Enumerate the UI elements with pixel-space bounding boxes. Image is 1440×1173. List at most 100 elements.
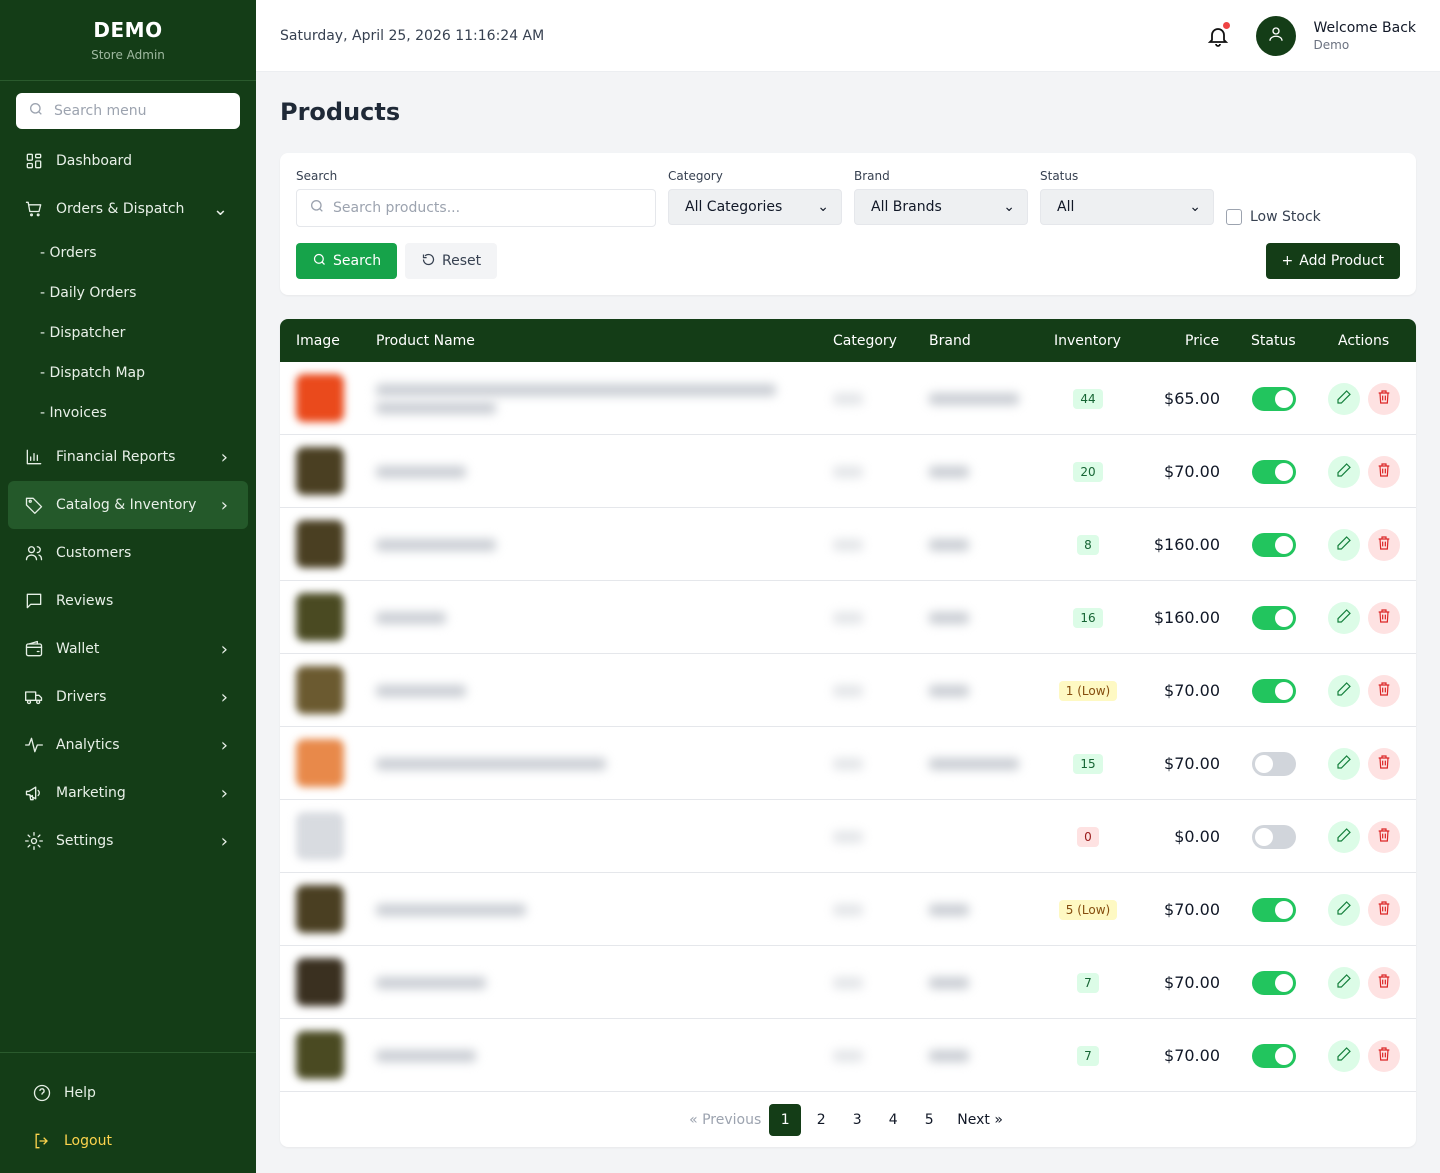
- product-name[interactable]: [376, 873, 796, 946]
- page-5[interactable]: 5: [924, 1111, 934, 1128]
- product-name[interactable]: [376, 508, 796, 581]
- sidebar-item-customers[interactable]: Customers: [0, 529, 256, 577]
- status-toggle[interactable]: [1252, 946, 1296, 1019]
- product-name[interactable]: [376, 362, 796, 435]
- product-image[interactable]: [296, 374, 344, 422]
- sidebar-item-marketing[interactable]: Marketing ›: [0, 769, 256, 817]
- status-toggle[interactable]: [1252, 508, 1296, 581]
- sidebar-item-drivers[interactable]: Drivers ›: [0, 673, 256, 721]
- product-name[interactable]: [376, 435, 796, 508]
- edit-button[interactable]: [1328, 382, 1360, 415]
- sidebar-item-analytics[interactable]: Analytics ›: [0, 721, 256, 769]
- page-1[interactable]: 1: [769, 1103, 802, 1136]
- toggle-switch[interactable]: [1252, 1043, 1296, 1068]
- help-link[interactable]: Help: [0, 1069, 256, 1117]
- status-toggle[interactable]: [1252, 654, 1296, 727]
- edit-button[interactable]: [1328, 455, 1360, 488]
- brand-select[interactable]: All Brands ⌄: [854, 189, 1028, 225]
- status-select[interactable]: All ⌄: [1040, 189, 1214, 225]
- delete-button[interactable]: [1368, 382, 1400, 415]
- sidebar-subitem[interactable]: - Daily Orders: [40, 285, 137, 301]
- notifications-button[interactable]: [1206, 21, 1230, 48]
- sidebar-item-wallet[interactable]: Wallet ›: [0, 625, 256, 673]
- toggle-switch[interactable]: [1252, 897, 1296, 922]
- edit-button[interactable]: [1328, 1039, 1360, 1072]
- delete-button[interactable]: [1368, 893, 1400, 926]
- add-product-button[interactable]: + Add Product: [1265, 243, 1400, 279]
- sidebar-subitem[interactable]: - Orders: [40, 245, 97, 261]
- avatar[interactable]: [1255, 15, 1296, 56]
- edit-button[interactable]: [1328, 966, 1360, 999]
- edit-button[interactable]: [1328, 820, 1360, 853]
- sidebar-item-catalog-inventory[interactable]: Catalog & Inventory ›: [8, 481, 248, 529]
- toggle-switch[interactable]: [1252, 459, 1296, 484]
- toggle-switch[interactable]: [1252, 751, 1296, 776]
- delete-button[interactable]: [1368, 820, 1400, 853]
- toggle-switch[interactable]: [1252, 532, 1296, 557]
- previous-page[interactable]: « Previous: [689, 1111, 762, 1128]
- toggle-switch[interactable]: [1252, 605, 1296, 630]
- toggle-switch[interactable]: [1252, 970, 1296, 995]
- page-3[interactable]: 3: [852, 1111, 862, 1128]
- search-button[interactable]: Search: [296, 243, 398, 279]
- reset-button[interactable]: Reset: [405, 243, 498, 279]
- status-toggle[interactable]: [1252, 873, 1296, 946]
- delete-button[interactable]: [1368, 966, 1400, 999]
- sidebar-item-reviews[interactable]: Reviews: [0, 577, 256, 625]
- col-price[interactable]: Price: [1185, 332, 1220, 349]
- next-page[interactable]: Next »: [957, 1111, 1003, 1128]
- sidebar-item-dashboard[interactable]: Dashboard: [0, 137, 256, 185]
- delete-button[interactable]: [1368, 747, 1400, 780]
- product-name[interactable]: [376, 654, 796, 727]
- status-toggle[interactable]: [1252, 435, 1296, 508]
- col-brand[interactable]: Brand: [929, 332, 971, 349]
- product-name[interactable]: [376, 581, 796, 654]
- delete-button[interactable]: [1368, 528, 1400, 561]
- menu-search-input[interactable]: Search menu: [16, 93, 240, 129]
- product-name[interactable]: [376, 800, 796, 873]
- product-image[interactable]: [296, 885, 344, 933]
- sidebar-item-orders-dispatch[interactable]: Orders & Dispatch ⌄: [0, 185, 256, 233]
- product-name[interactable]: [376, 1019, 796, 1092]
- sidebar-item-settings[interactable]: Settings ›: [0, 817, 256, 865]
- checkbox-box[interactable]: [1226, 209, 1242, 225]
- col-product-name[interactable]: Product Name: [376, 332, 475, 349]
- product-image[interactable]: [296, 1031, 344, 1079]
- delete-button[interactable]: [1368, 455, 1400, 488]
- low-stock-checkbox[interactable]: Low Stock: [1226, 209, 1321, 225]
- delete-button[interactable]: [1368, 674, 1400, 707]
- edit-button[interactable]: [1328, 674, 1360, 707]
- col-category[interactable]: Category: [833, 332, 897, 349]
- product-name[interactable]: [376, 727, 796, 800]
- sidebar-subitem[interactable]: - Dispatcher: [40, 325, 126, 341]
- toggle-switch[interactable]: [1252, 386, 1296, 411]
- product-image[interactable]: [296, 812, 344, 860]
- sidebar-item-financial-reports[interactable]: Financial Reports ›: [0, 433, 256, 481]
- edit-button[interactable]: [1328, 601, 1360, 634]
- edit-button[interactable]: [1328, 528, 1360, 561]
- delete-button[interactable]: [1368, 1039, 1400, 1072]
- delete-button[interactable]: [1368, 601, 1400, 634]
- page-4[interactable]: 4: [888, 1111, 898, 1128]
- product-image[interactable]: [296, 520, 344, 568]
- page-2[interactable]: 2: [816, 1111, 826, 1128]
- logout-link[interactable]: Logout: [0, 1117, 256, 1165]
- status-toggle[interactable]: [1252, 362, 1296, 435]
- toggle-switch[interactable]: [1252, 678, 1296, 703]
- toggle-switch[interactable]: [1252, 824, 1296, 849]
- edit-button[interactable]: [1328, 747, 1360, 780]
- product-image[interactable]: [296, 666, 344, 714]
- sidebar-subitem[interactable]: - Dispatch Map: [40, 365, 145, 381]
- product-image[interactable]: [296, 447, 344, 495]
- col-inventory[interactable]: Inventory: [1054, 332, 1121, 349]
- product-search-input[interactable]: Search products...: [296, 189, 656, 227]
- sidebar-subitem[interactable]: - Invoices: [40, 405, 107, 421]
- status-toggle[interactable]: [1252, 581, 1296, 654]
- status-toggle[interactable]: [1252, 1019, 1296, 1092]
- status-toggle[interactable]: [1252, 800, 1296, 873]
- product-name[interactable]: [376, 946, 796, 1019]
- edit-button[interactable]: [1328, 893, 1360, 926]
- product-image[interactable]: [296, 958, 344, 1006]
- status-toggle[interactable]: [1252, 727, 1296, 800]
- product-image[interactable]: [296, 739, 344, 787]
